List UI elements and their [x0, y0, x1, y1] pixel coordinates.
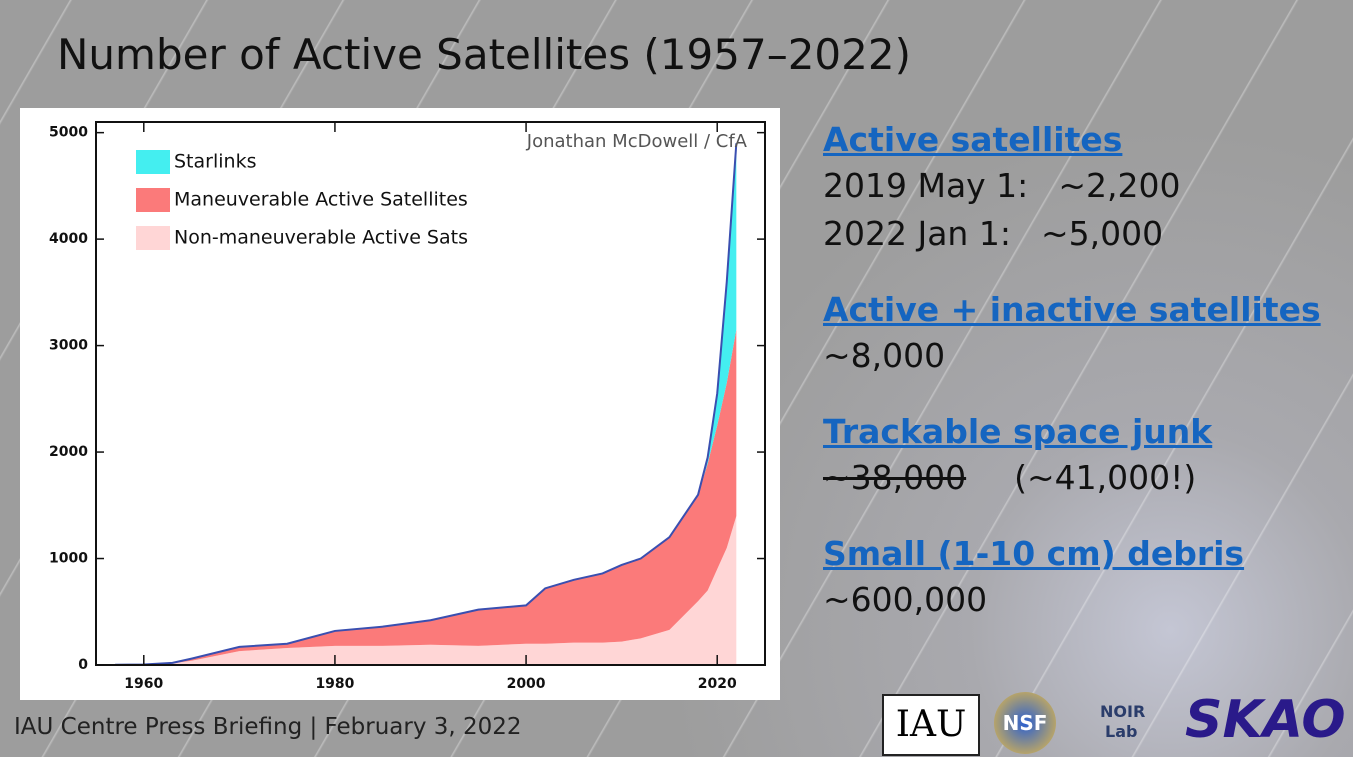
panel-section: Trackable space junk ~38,000 (~41,000!) — [823, 410, 1343, 502]
chart: 0 1000 2000 3000 4000 5000 1960 1980 2000 2020 Jon… — [20, 108, 780, 700]
line-text: ~8,000 — [823, 336, 946, 375]
footer: IAU Centre Press Briefing | February 3, … — [14, 714, 522, 740]
legend-swatch — [136, 150, 170, 174]
logo-iau: IAU — [882, 694, 980, 756]
section-heading[interactable]: Active + inactive satellites — [823, 290, 1321, 329]
area — [115, 329, 737, 665]
info-panel: Active satellites 2019 May 1: ~2,200 2022 J… — [823, 118, 1343, 654]
line-text: ~5,000 — [1040, 214, 1164, 253]
panel-section: Active satellites 2019 May 1: ~2,200 2022 J… — [823, 118, 1343, 258]
y-tick-label: 1000 — [49, 551, 88, 567]
x-tick-label: 2000 — [507, 676, 546, 692]
section-heading[interactable]: Small (1-10 cm) debris — [823, 534, 1245, 573]
line-text: ~2,200 — [1058, 166, 1181, 205]
panel-section: Small (1-10 cm) debris ~600,000 — [823, 532, 1343, 624]
section-heading[interactable]: Trackable space junk — [823, 412, 1213, 451]
x-tick-label: 1960 — [124, 676, 163, 692]
top-edge — [115, 143, 738, 666]
x-tick-label: 2020 — [698, 676, 737, 692]
annotation: Jonathan McDowell / CfA — [526, 131, 748, 152]
y-tick-label: 4000 — [49, 231, 88, 247]
section-line: ~38,000 (~41,000!) — [823, 454, 1343, 502]
line-text: ~600,000 — [823, 580, 988, 619]
plot-frame — [95, 121, 766, 666]
logo-noir: NOIR — [1100, 702, 1146, 721]
logo-nsf: NSF — [994, 692, 1056, 754]
section-line: 2019 May 1: ~2,200 — [823, 162, 1343, 210]
section-line: 2022 Jan 1: ~5,000 — [823, 210, 1343, 258]
struck-value: ~38,000 — [823, 458, 967, 497]
section-heading[interactable]: Active satellites — [823, 120, 1123, 159]
section-line: ~600,000 — [823, 576, 1343, 624]
y-tick-label: 2000 — [49, 444, 88, 460]
logos: IAU NSF NOIR Lab SKAO — [880, 690, 1350, 756]
x-tick-label: 1980 — [315, 676, 354, 692]
y-tick-label: 3000 — [49, 338, 88, 354]
legend-label: Maneuverable Active Satellites — [174, 189, 468, 211]
line-text: (~41,000!) — [1014, 458, 1197, 497]
section-line: ~8,000 — [823, 332, 1343, 380]
y-tick-label: 5000 — [49, 125, 88, 141]
logo-skao: SKAO — [1185, 690, 1346, 750]
legend-swatch — [136, 226, 170, 250]
legend-label: Starlinks — [174, 151, 256, 173]
slide-title: Number of Active Satellites (1957–2022) — [57, 30, 911, 79]
legend-swatch — [136, 188, 170, 212]
y-tick-label: 0 — [78, 657, 88, 673]
panel-section: Active + inactive satellites ~8,000 — [823, 288, 1343, 380]
line-text: 2022 Jan 1: — [823, 214, 1011, 253]
legend-label: Non-maneuverable Active Sats — [174, 227, 468, 249]
logo-lab: Lab — [1105, 722, 1138, 741]
line-text: 2019 May 1: — [823, 166, 1029, 205]
area — [115, 515, 737, 665]
